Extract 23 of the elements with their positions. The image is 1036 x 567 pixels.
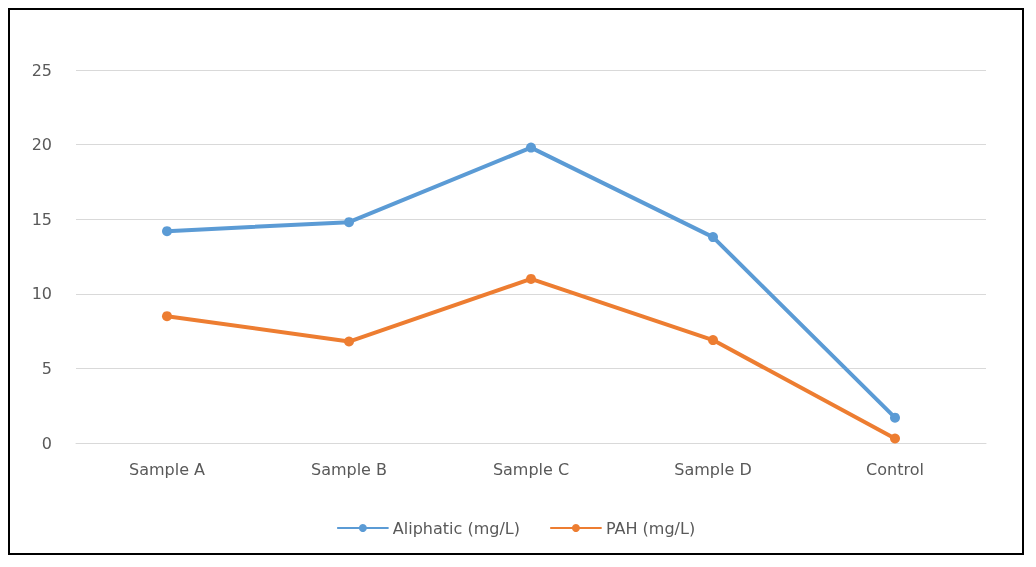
y-tick-label: 25 [31,60,52,80]
point [890,433,900,444]
y-tick-label: 20 [31,135,52,155]
x-tick-label: Sample D [674,459,752,479]
point [526,142,536,153]
x-tick-label: Sample A [128,459,206,479]
y-tick-label: 0 [41,433,52,453]
point [526,273,536,284]
y-tick-label: 5 [41,358,52,378]
point [162,226,172,237]
point [708,232,718,243]
x-tick-label: Control [866,459,924,479]
point [890,412,900,423]
y-tick-label: 15 [31,209,52,229]
point [344,336,354,347]
legend-label: PAH (mg/L) [605,518,696,538]
y-tick-label: 10 [31,284,52,304]
point [162,311,172,322]
x-tick-label: Sample C [492,459,570,479]
point [708,335,718,346]
legend-label: Aliphatic (mg/L) [392,518,520,538]
point [344,217,354,228]
x-tick-label: Sample B [310,459,388,479]
